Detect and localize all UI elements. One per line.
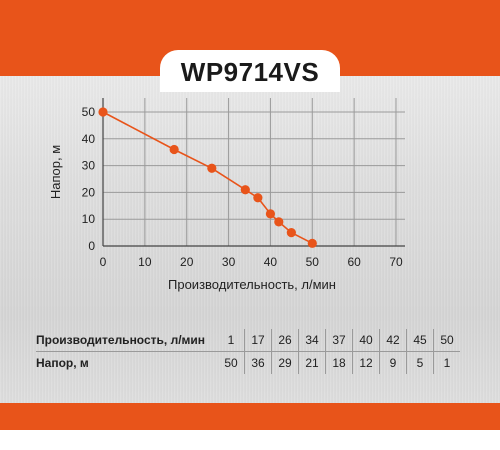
table-cell: 37 — [325, 329, 353, 352]
table-cell: 12 — [352, 351, 380, 374]
table-cell: 29 — [271, 351, 299, 374]
y-axis-label: Напор, м — [48, 145, 63, 199]
table-cell: 45 — [406, 329, 434, 352]
chart-axes — [102, 98, 405, 247]
data-point — [98, 107, 108, 117]
chart-series — [98, 107, 317, 248]
chart-ticks: 0 10 20 30 40 50 60 70 0 10 20 30 40 50 — [82, 105, 403, 269]
data-point — [253, 193, 263, 203]
data-point — [240, 185, 250, 195]
data-point — [265, 209, 276, 219]
table-cell: 1 — [218, 329, 245, 352]
x-tick-label: 30 — [222, 255, 236, 269]
table-cell: 17 — [244, 329, 272, 352]
footer-band — [0, 403, 500, 430]
table-cell: 21 — [298, 351, 326, 374]
x-tick-label: 70 — [389, 255, 403, 269]
table-cell: 36 — [244, 351, 272, 374]
y-tick-label: 40 — [82, 132, 96, 146]
table-cell: 50 — [224, 356, 238, 370]
data-point — [207, 163, 217, 173]
x-tick-label: 10 — [138, 255, 152, 269]
y-tick-label: 0 — [88, 239, 95, 253]
table-cell: 5 — [406, 351, 434, 374]
table-cell: 50 — [433, 329, 460, 352]
table-cell: 9 — [379, 351, 407, 374]
table-cell: 1 — [433, 351, 460, 374]
y-tick-label: 50 — [82, 105, 96, 119]
data-point — [274, 217, 284, 227]
x-tick-label: 20 — [180, 255, 194, 269]
table-cell: 34 — [298, 329, 326, 352]
y-tick-label: 20 — [82, 185, 96, 199]
data-point — [307, 238, 317, 248]
table-cell: 42 — [379, 329, 407, 352]
x-tick-label: 50 — [306, 255, 320, 269]
chart-grid — [103, 98, 405, 246]
table-cell: 26 — [271, 329, 299, 352]
y-tick-label: 10 — [82, 212, 96, 226]
footer-strip — [0, 430, 500, 450]
title-tab — [160, 50, 340, 92]
x-tick-label: 40 — [264, 255, 278, 269]
row-label-flow: Производительность, л/мин — [36, 329, 218, 352]
table-row: Напор, м 50 36 29 21 18 12 9 5 1 — [36, 351, 460, 374]
table-cell: 40 — [352, 329, 380, 352]
table-cell: 18 — [325, 351, 353, 374]
spec-table: Производительность, л/мин 1 17 26 34 37 … — [36, 329, 460, 374]
data-point — [169, 144, 179, 155]
x-axis-label: Производительность, л/мин — [168, 277, 336, 292]
x-tick-label: 60 — [347, 255, 361, 269]
x-tick-label: 0 — [100, 255, 107, 269]
model-title: WP9714VS — [180, 57, 320, 87]
row-label-head: Напор, м — [36, 356, 89, 370]
data-point — [286, 228, 296, 238]
y-tick-label: 30 — [82, 159, 96, 173]
table-row: Производительность, л/мин 1 17 26 34 37 … — [36, 329, 460, 352]
